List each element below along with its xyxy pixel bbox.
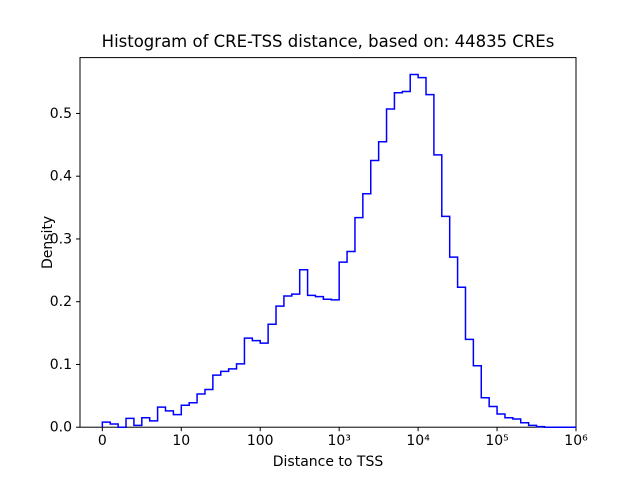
plot-border <box>79 57 577 428</box>
y-tick-label: 0.5 <box>50 106 72 122</box>
x-axis-ticks: 0 10 100 10³ 10⁴ 10⁵ 10⁶ <box>98 427 588 449</box>
y-tick-label: 0.4 <box>50 169 72 185</box>
x-tick-label: 10³ <box>327 433 350 449</box>
x-tick-label: 10⁵ <box>485 433 508 449</box>
x-tick-label: 100 <box>247 433 274 449</box>
y-axis-label: Density <box>40 216 56 269</box>
x-tick-label: 10⁴ <box>406 433 430 449</box>
y-tick-label: 0.0 <box>50 420 72 436</box>
x-tick-label: 10 <box>172 433 190 449</box>
y-tick-label: 0.1 <box>50 357 72 373</box>
y-axis-ticks: 0.0 0.1 0.2 0.3 0.4 0.5 <box>50 106 80 436</box>
y-tick-label: 0.3 <box>50 231 72 247</box>
x-axis-label: Distance to TSS <box>273 454 384 470</box>
figure-title: Histogram of CRE-TSS distance, based on:… <box>102 32 555 51</box>
x-tick-label: 10⁶ <box>564 433 588 449</box>
x-tick-label: 0 <box>98 433 107 449</box>
y-tick-label: 0.2 <box>50 294 72 310</box>
histogram-step-line <box>101 73 576 428</box>
